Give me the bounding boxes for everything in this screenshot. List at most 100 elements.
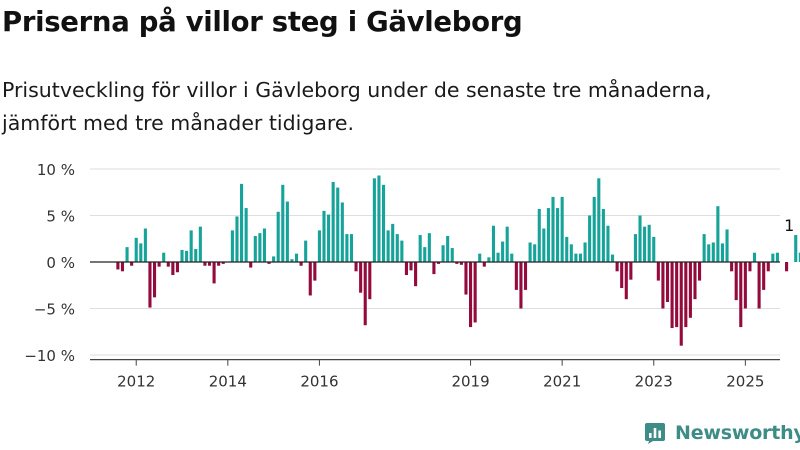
y-tick-label: 0 % — [46, 254, 75, 272]
bar — [665, 262, 670, 302]
bar — [363, 262, 367, 326]
bar — [633, 234, 637, 262]
bar — [185, 250, 189, 262]
bar — [720, 243, 725, 262]
axes — [90, 261, 780, 366]
bar — [588, 215, 592, 262]
bar — [606, 225, 610, 262]
bar — [762, 262, 766, 290]
bar — [455, 262, 459, 264]
y-tick-label: 5 % — [46, 208, 75, 226]
bar — [313, 262, 317, 281]
bar — [285, 201, 289, 262]
bar — [359, 262, 363, 293]
x-tick-label: 2012 — [117, 373, 155, 391]
bar — [377, 175, 381, 262]
bar — [670, 262, 674, 329]
bar — [354, 262, 358, 272]
bar — [125, 247, 129, 262]
bar — [459, 262, 463, 265]
chart-subtitle: Prisutveckling för villor i Gävleborg un… — [2, 78, 712, 135]
bar — [322, 210, 326, 262]
bar — [194, 248, 198, 262]
bar — [189, 230, 193, 262]
bar — [757, 262, 761, 309]
x-tick-label: 2025 — [726, 373, 764, 391]
x-tick-label: 2019 — [451, 373, 489, 391]
bar — [372, 178, 376, 262]
bar — [523, 262, 528, 290]
bar — [652, 236, 656, 262]
bar — [615, 262, 619, 272]
bar — [418, 235, 422, 262]
bar — [427, 233, 431, 262]
y-tick-label: −5 % — [34, 301, 75, 319]
bar — [785, 262, 789, 272]
bar — [262, 228, 267, 262]
bar — [240, 183, 244, 262]
bar — [308, 262, 312, 296]
bar — [368, 262, 372, 300]
bar — [748, 262, 752, 272]
bar — [519, 262, 523, 309]
bar — [798, 252, 800, 262]
axis-labels: 10 % 5 % 0 % −5 % −10 % 2012 2014 2016 2019 2021 2… — [24, 161, 800, 391]
bar — [702, 234, 706, 262]
bar — [436, 262, 441, 264]
bar — [345, 234, 349, 262]
bar — [432, 262, 436, 275]
bar — [592, 196, 596, 262]
bar — [281, 184, 285, 262]
bar — [171, 262, 175, 276]
bar — [441, 245, 445, 262]
bar — [583, 242, 587, 262]
bar — [496, 252, 500, 262]
bar — [675, 262, 679, 328]
bar — [661, 262, 665, 309]
bar — [505, 226, 509, 262]
bar — [565, 236, 569, 262]
x-tick-label: 2016 — [300, 373, 338, 391]
bar — [725, 229, 729, 262]
bar — [157, 262, 161, 267]
bar — [647, 224, 651, 262]
bar — [221, 262, 225, 264]
bar — [244, 208, 248, 262]
bar — [501, 241, 505, 262]
bar — [340, 202, 344, 262]
bar — [327, 214, 331, 262]
bar — [162, 252, 166, 262]
bar — [597, 178, 601, 262]
newsworthy-brand[interactable]: Newsworthy — [644, 419, 800, 447]
bar — [180, 249, 184, 262]
bar — [473, 262, 477, 323]
bar — [752, 252, 757, 262]
bar — [198, 226, 202, 262]
bar — [556, 208, 560, 262]
bar — [546, 208, 550, 262]
bar — [610, 254, 615, 262]
bar — [533, 244, 537, 262]
bar — [698, 262, 702, 281]
bar — [409, 262, 413, 271]
bar — [794, 235, 798, 262]
bar — [542, 228, 546, 262]
bar — [299, 262, 303, 266]
bar — [400, 240, 404, 262]
bar — [267, 262, 271, 264]
bar — [249, 262, 253, 268]
bar — [336, 187, 340, 262]
brand-name: Newsworthy — [675, 422, 800, 444]
bar — [349, 234, 354, 262]
bar — [272, 256, 276, 262]
bar — [734, 262, 738, 301]
bar — [656, 262, 660, 281]
bar — [212, 262, 216, 284]
bar — [578, 253, 583, 262]
bar — [331, 182, 335, 262]
bar — [574, 253, 578, 262]
bar — [290, 259, 294, 262]
bar — [152, 262, 157, 298]
bars — [116, 175, 800, 346]
bar — [693, 262, 697, 300]
